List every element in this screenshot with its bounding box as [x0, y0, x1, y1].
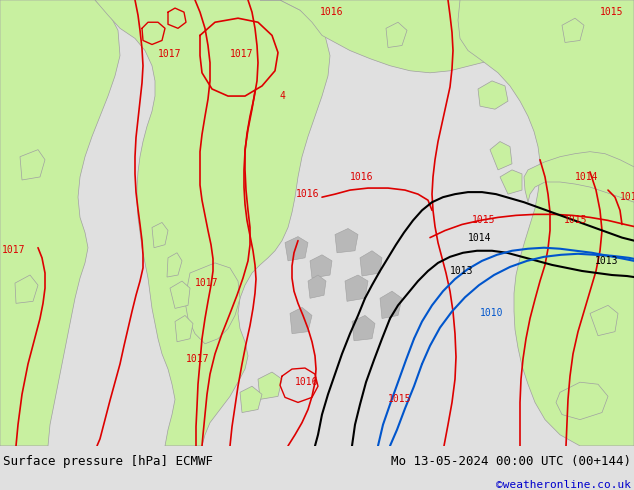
Text: 1017: 1017	[186, 354, 209, 364]
Polygon shape	[380, 291, 402, 318]
Text: 1017: 1017	[2, 245, 25, 255]
Text: 1013: 1013	[450, 266, 474, 276]
Polygon shape	[360, 251, 382, 276]
Polygon shape	[170, 281, 190, 308]
Text: 1015: 1015	[600, 7, 623, 17]
Text: 1017: 1017	[158, 49, 181, 59]
Text: 1017: 1017	[230, 49, 254, 59]
Polygon shape	[185, 263, 240, 344]
Polygon shape	[152, 222, 168, 248]
Text: ©weatheronline.co.uk: ©weatheronline.co.uk	[496, 480, 631, 490]
Polygon shape	[562, 18, 584, 43]
Text: 1016: 1016	[350, 172, 373, 182]
Polygon shape	[0, 0, 120, 446]
Polygon shape	[20, 149, 45, 180]
Polygon shape	[352, 316, 375, 341]
Polygon shape	[386, 22, 407, 48]
Text: 1014: 1014	[468, 233, 491, 243]
Text: 4: 4	[280, 91, 286, 101]
Polygon shape	[290, 307, 312, 334]
Polygon shape	[310, 255, 332, 278]
Polygon shape	[285, 237, 308, 261]
Text: Surface pressure [hPa] ECMWF: Surface pressure [hPa] ECMWF	[3, 455, 213, 468]
Polygon shape	[500, 170, 522, 194]
Text: 1015: 1015	[564, 216, 588, 225]
Polygon shape	[308, 275, 326, 298]
Polygon shape	[260, 0, 634, 81]
Text: Mo 13-05-2024 00:00 UTC (00+144): Mo 13-05-2024 00:00 UTC (00+144)	[391, 455, 631, 468]
Polygon shape	[335, 228, 358, 253]
Text: 1013: 1013	[595, 256, 619, 266]
Text: 1017: 1017	[195, 278, 219, 288]
Polygon shape	[345, 275, 368, 301]
Polygon shape	[175, 316, 193, 342]
Polygon shape	[556, 382, 608, 419]
Text: 1016: 1016	[295, 377, 318, 387]
Text: 1014: 1014	[575, 172, 598, 182]
Polygon shape	[95, 0, 330, 446]
Polygon shape	[258, 372, 282, 399]
Text: 1016: 1016	[296, 189, 320, 199]
Text: 1014: 1014	[620, 192, 634, 202]
Polygon shape	[240, 386, 262, 413]
Polygon shape	[15, 275, 38, 303]
Polygon shape	[590, 305, 618, 336]
Polygon shape	[478, 81, 508, 109]
Text: 1010: 1010	[480, 308, 503, 318]
Text: 1016: 1016	[320, 7, 344, 17]
Polygon shape	[490, 142, 512, 170]
Text: 1015: 1015	[472, 216, 496, 225]
Polygon shape	[458, 0, 634, 446]
Polygon shape	[524, 152, 634, 202]
Polygon shape	[167, 253, 182, 277]
Text: 1015: 1015	[388, 394, 411, 404]
